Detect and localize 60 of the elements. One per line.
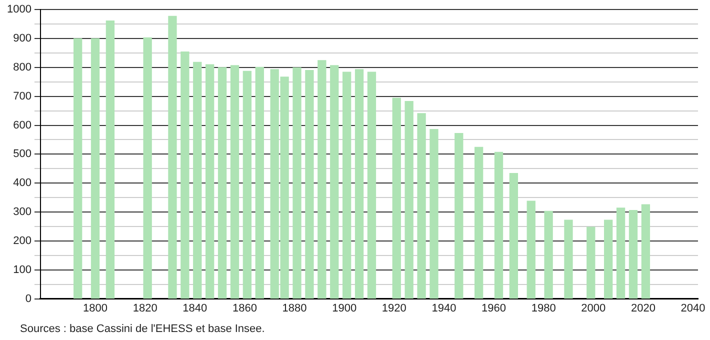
bar <box>526 200 536 299</box>
bar <box>255 66 264 299</box>
source-note: Sources : base Cassini de l'EHESS et base Insee. <box>20 323 265 335</box>
bar <box>628 210 638 299</box>
x-tick-label: 1800 <box>83 302 108 314</box>
bar <box>367 72 376 299</box>
bar <box>354 69 364 299</box>
bar <box>564 220 573 299</box>
bar <box>430 129 438 299</box>
bar <box>417 113 426 299</box>
bar <box>193 62 202 299</box>
x-tick-label: 2040 <box>680 302 706 314</box>
y-tick-label: 500 <box>13 148 32 160</box>
bar <box>292 67 302 299</box>
bar <box>586 226 596 299</box>
bar <box>206 64 214 299</box>
y-tick-label: 1000 <box>6 4 32 16</box>
y-tick-label: 0 <box>25 292 32 305</box>
x-tick-label: 1940 <box>432 302 456 314</box>
x-tick-label: 1980 <box>531 302 556 314</box>
bar <box>74 38 82 299</box>
bar <box>544 210 553 299</box>
bar <box>230 65 240 299</box>
bar <box>641 204 650 299</box>
bar <box>392 98 401 299</box>
y-tick-label: 700 <box>13 90 32 102</box>
y-tick-label: 900 <box>13 32 32 45</box>
bar <box>454 133 464 299</box>
y-tick-label: 400 <box>13 177 32 190</box>
bar <box>509 172 518 299</box>
bar <box>168 16 177 299</box>
x-tick-label: 1920 <box>382 302 406 314</box>
x-tick-label: 1880 <box>282 302 307 314</box>
bar <box>318 60 326 299</box>
bar <box>218 67 227 299</box>
bar <box>180 51 190 299</box>
x-tick-label: 2020 <box>630 302 656 314</box>
bar <box>305 70 314 299</box>
bar <box>242 70 252 299</box>
y-tick-label: 800 <box>13 61 32 74</box>
bar <box>616 208 626 299</box>
x-tick-label: 2000 <box>581 302 606 314</box>
bar <box>330 65 339 299</box>
x-tick-label: 1860 <box>232 302 257 314</box>
bar <box>143 37 152 299</box>
x-tick-label: 1820 <box>132 302 158 314</box>
bar <box>474 146 484 299</box>
bar <box>404 100 414 299</box>
x-tick-label: 1840 <box>182 302 208 314</box>
y-tick-label: 600 <box>13 119 32 132</box>
y-tick-label: 200 <box>13 234 32 247</box>
y-tick-label: 300 <box>13 206 32 218</box>
bar <box>604 220 613 299</box>
x-tick-label: 1960 <box>482 302 506 314</box>
x-tick-label: 1900 <box>332 302 357 314</box>
bar <box>106 20 115 299</box>
y-tick-label: 100 <box>13 264 32 276</box>
bar <box>342 72 352 299</box>
bar <box>494 152 504 299</box>
bar <box>90 38 100 299</box>
